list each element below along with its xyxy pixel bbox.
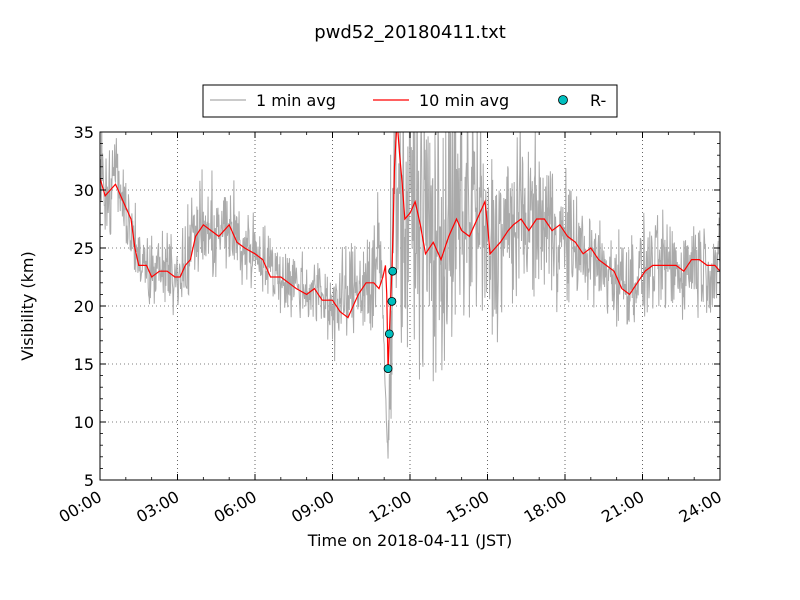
scatter-point-r-minus [384,329,394,339]
series-layer [100,132,720,459]
legend-label-10min: 10 min avg [419,91,509,110]
y-tick-label: 5 [84,471,94,490]
x-axis-label: Time on 2018-04-11 (JST) [307,531,512,550]
scatter-point-r-minus [388,266,398,276]
legend-label-r-minus: R- [590,91,606,110]
y-tick-label: 25 [74,239,94,258]
chart-title: pwd52_20180411.txt [314,22,506,43]
scatter-layer [383,266,398,374]
y-tick-label: 30 [74,181,94,200]
series-line-1min-avg [100,132,720,459]
y-tick-label: 10 [74,413,94,432]
legend-box [202,84,618,118]
series-line-10min-avg [100,132,720,370]
y-tick-label: 20 [74,297,94,316]
scatter-point-r-minus [387,296,397,306]
y-tick-label: 15 [74,355,94,374]
y-axis-label: Visibility (km) [18,251,37,360]
legend: 1 min avg 10 min avg R- [202,84,618,118]
legend-label-1min: 1 min avg [256,91,336,110]
y-tick-label: 35 [74,123,94,142]
legend-marker-r-minus [558,95,568,105]
scatter-point-r-minus [383,364,393,374]
